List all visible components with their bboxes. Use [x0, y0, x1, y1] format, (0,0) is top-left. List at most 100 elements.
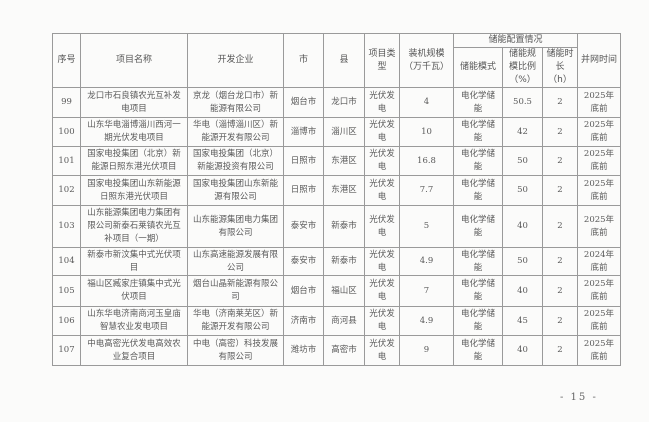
cell-capacity: 4.9	[399, 247, 454, 276]
cell-county: 商河县	[323, 306, 365, 336]
cell-developer: 国家电投集团（北京）新能源投资有限公司	[187, 146, 284, 176]
header-storage-hours: 储能时长（h）	[542, 47, 578, 88]
cell-name: 中电高密光伏发电高效农业复合项目	[80, 335, 188, 366]
header-grid-time: 并网时间	[577, 33, 621, 88]
header-capacity: 装机规模（万千瓦）	[399, 33, 454, 88]
cell-county: 新泰市	[323, 247, 365, 276]
cell-county: 福山区	[323, 275, 365, 307]
cell-seq: 103	[52, 205, 81, 248]
cell-type: 光伏发电	[364, 275, 400, 307]
header-seq: 序号	[52, 33, 81, 88]
cell-county: 东港区	[323, 146, 365, 176]
header-storage-mode: 储能模式	[453, 47, 503, 88]
cell-grid-time: 2025年底前	[577, 117, 621, 147]
cell-name: 国家电投集团（北京）新能源日照东港光伏项目	[80, 146, 188, 176]
table-row: 101 国家电投集团（北京）新能源日照东港光伏项目 国家电投集团（北京）新能源投资有…	[52, 146, 621, 176]
cell-seq: 107	[52, 335, 81, 366]
cell-city: 泰安市	[283, 247, 324, 276]
cell-grid-time: 2025年底前	[577, 146, 621, 176]
cell-developer: 国家电投集团山东新能源有限公司	[187, 175, 284, 206]
cell-storage-mode: 电化学储能	[453, 335, 503, 366]
table-row: 99 龙口市石良镇农光互补发电项目 京龙（烟台龙口市）新能源有限公司 烟台市 龙口市 光伏…	[52, 87, 621, 118]
cell-grid-time: 2024年底前	[577, 247, 621, 276]
cell-city: 泰安市	[283, 205, 324, 248]
cell-city: 潍坊市	[283, 335, 324, 366]
cell-storage-ratio: 40	[502, 275, 543, 307]
cell-developer: 京龙（烟台龙口市）新能源有限公司	[187, 87, 284, 118]
cell-developer: 中电（高密）科技发展有限公司	[187, 335, 284, 366]
cell-seq: 104	[52, 247, 81, 276]
table-row: 107 中电高密光伏发电高效农业复合项目 中电（高密）科技发展有限公司 潍坊市 高密市光…	[52, 335, 621, 366]
cell-county: 淄川区	[323, 117, 365, 147]
cell-storage-mode: 电化学储能	[453, 175, 503, 206]
cell-capacity: 5	[399, 205, 454, 248]
cell-storage-ratio: 40	[502, 205, 543, 248]
cell-name: 新泰市新汶集中式光伏项目	[80, 247, 188, 276]
cell-seq: 100	[52, 117, 81, 147]
cell-name: 山东华电淄博淄川西河一期光伏发电项目	[80, 117, 188, 147]
cell-grid-time: 2025年底前	[577, 87, 621, 118]
cell-county: 高密市	[323, 335, 365, 366]
cell-seq: 101	[52, 146, 81, 176]
cell-developer: 华电（济南莱芜区）新能源开发有限公司	[187, 306, 284, 336]
cell-county: 新泰市	[323, 205, 365, 248]
cell-capacity: 7.7	[399, 175, 454, 206]
cell-capacity: 4	[399, 87, 454, 118]
cell-storage-ratio: 50	[502, 146, 543, 176]
header-name: 项目名称	[80, 33, 188, 88]
cell-capacity: 10	[399, 117, 454, 147]
cell-county: 龙口市	[323, 87, 365, 118]
cell-type: 光伏发电	[364, 146, 400, 176]
table-row: 106 山东华电济南商河玉皇庙智慧农业发电项目 华电（济南莱芜区）新能源开发有限公司…	[52, 306, 621, 336]
cell-seq: 102	[52, 175, 81, 206]
cell-type: 光伏发电	[364, 205, 400, 248]
cell-type: 光伏发电	[364, 306, 400, 336]
cell-city: 济南市	[283, 306, 324, 336]
cell-storage-hours: 2	[542, 335, 578, 366]
cell-storage-hours: 2	[542, 175, 578, 206]
cell-city: 日照市	[283, 175, 324, 206]
cell-storage-hours: 2	[542, 87, 578, 118]
cell-grid-time: 2025年底前	[577, 275, 621, 307]
cell-seq: 105	[52, 275, 81, 307]
cell-storage-mode: 电化学储能	[453, 205, 503, 248]
cell-type: 光伏发电	[364, 87, 400, 118]
header-storage-group: 储能配置情况	[453, 33, 578, 48]
cell-city: 日照市	[283, 146, 324, 176]
cell-developer: 华电（淄博淄川区）新能源开发有限公司	[187, 117, 284, 147]
cell-grid-time: 2025年底前	[577, 335, 621, 366]
table-row: 102 国家电投集团山东新能源日照东港光伏项目 国家电投集团山东新能源有限公司 日照市…	[52, 175, 621, 206]
cell-city: 烟台市	[283, 275, 324, 307]
cell-developer: 烟台山晶新能源有限公司	[187, 275, 284, 307]
cell-city: 淄博市	[283, 117, 324, 147]
cell-developer: 山东能源集团电力集团有限公司	[187, 205, 284, 248]
cell-name: 福山区臧家庄镇集中式光伏项目	[80, 275, 188, 307]
cell-storage-ratio: 40	[502, 335, 543, 366]
cell-storage-mode: 电化学储能	[453, 306, 503, 336]
page-number: - 15 -	[560, 392, 598, 403]
cell-storage-ratio: 45	[502, 306, 543, 336]
cell-storage-ratio: 50	[502, 175, 543, 206]
header-county: 县	[323, 33, 365, 88]
table-row: 100 山东华电淄博淄川西河一期光伏发电项目 华电（淄博淄川区）新能源开发有限公司淄…	[52, 117, 621, 147]
cell-storage-mode: 电化学储能	[453, 146, 503, 176]
cell-storage-hours: 2	[542, 117, 578, 147]
cell-storage-ratio: 42	[502, 117, 543, 147]
cell-storage-ratio: 50.5	[502, 87, 543, 118]
cell-storage-hours: 2	[542, 306, 578, 336]
cell-storage-hours: 2	[542, 275, 578, 307]
cell-capacity: 4.9	[399, 306, 454, 336]
cell-storage-hours: 2	[542, 146, 578, 176]
header-city: 市	[283, 33, 324, 88]
project-table: 序号 项目名称 开发企业 市 县 项目类型 装机规模（万千瓦） 储能配置情况 并…	[52, 33, 621, 366]
cell-seq: 106	[52, 306, 81, 336]
cell-name: 山东华电济南商河玉皇庙智慧农业发电项目	[80, 306, 188, 336]
cell-storage-mode: 电化学储能	[453, 275, 503, 307]
cell-county: 东港区	[323, 175, 365, 206]
table-row: 103 山东能源集团电力集团有限公司新泰石莱镇农光互补项目（一期） 山东能源集团电力…	[52, 205, 621, 248]
cell-name: 国家电投集团山东新能源日照东港光伏项目	[80, 175, 188, 206]
cell-type: 光伏发电	[364, 117, 400, 147]
cell-storage-mode: 电化学储能	[453, 247, 503, 276]
table-row: 105 福山区臧家庄镇集中式光伏项目 烟台山晶新能源有限公司 烟台市 福山区 光伏发电 7 电…	[52, 275, 621, 307]
table-row: 104 新泰市新汶集中式光伏项目 山东高速能源发展有限公司 泰安市 新泰市 光伏发电 4.9…	[52, 247, 621, 276]
